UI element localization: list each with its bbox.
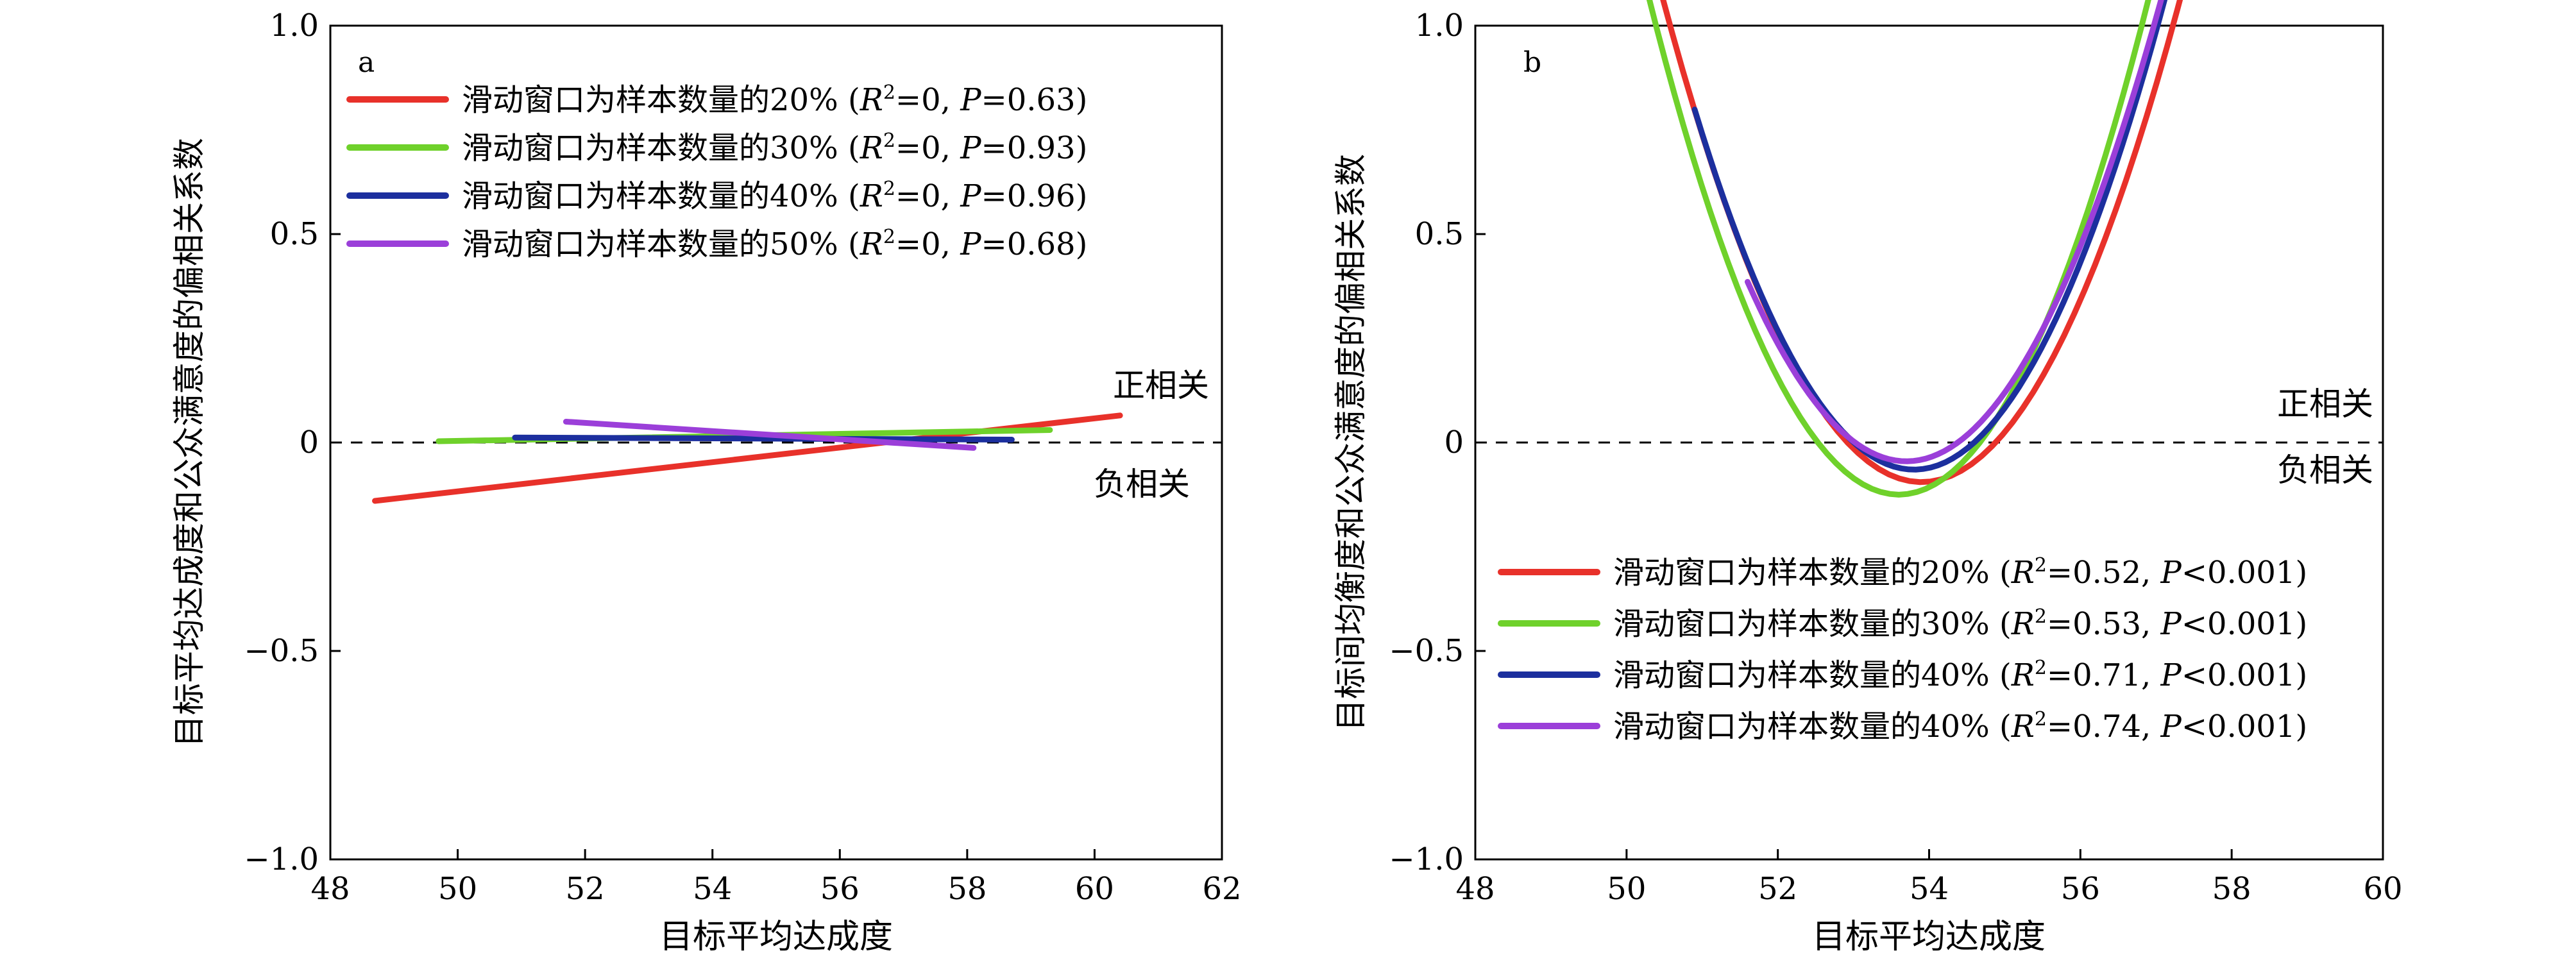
y-tick-label: −0.5 [1389, 633, 1464, 669]
legend-label: 滑动窗口为样本数量的30% (R2=0.53, P<0.001) [1613, 605, 2307, 642]
x-tick-label: 58 [947, 871, 987, 907]
y-axis-label: 目标间均衡度和公众满意度的偏相关系数 [1332, 154, 1369, 731]
x-tick-label: 52 [1758, 871, 1797, 907]
x-tick-label: 54 [1910, 871, 1949, 907]
y-tick-label: −1.0 [1389, 841, 1464, 877]
legend-item: 滑动窗口为样本数量的20% (R2=0, P=0.63) [346, 81, 1087, 118]
y-tick-label: 1.0 [1415, 8, 1464, 44]
legend-label: 滑动窗口为样本数量的40% (R2=0.74, P<0.001) [1613, 708, 2307, 745]
panel-label: b [1523, 46, 1541, 79]
annotation-negative: 负相关 [2277, 451, 2373, 489]
series-line-3 [1691, 0, 2168, 473]
legend-label: 滑动窗口为样本数量的20% (R2=0, P=0.63) [462, 81, 1087, 118]
x-tick-label: 56 [820, 871, 860, 907]
legend-item: 滑动窗口为样本数量的40% (R2=0, P=0.96) [346, 178, 1087, 214]
legend-label: 滑动窗口为样本数量的40% (R2=0.71, P<0.001) [1613, 657, 2307, 693]
y-tick-label: 0.5 [1415, 216, 1464, 252]
x-tick-label: 58 [2212, 871, 2251, 907]
x-tick-label: 62 [1202, 871, 1241, 907]
y-tick-label: 0.5 [270, 216, 319, 252]
legend-item: 滑动窗口为样本数量的50% (R2=0, P=0.68) [346, 226, 1087, 262]
legend-label: 滑动窗口为样本数量的50% (R2=0, P=0.68) [462, 226, 1087, 262]
x-tick-label: 52 [566, 871, 605, 907]
series-line-4 [1745, 0, 2164, 464]
y-axis-label: 目标平均达成度和公众满意度的偏相关系数 [171, 138, 208, 747]
y-tick-label: −0.5 [244, 633, 319, 669]
legend: 滑动窗口为样本数量的20% (R2=0.52, P<0.001) 滑动窗口为样本数… [1498, 554, 2307, 745]
series-line-3 [512, 434, 1015, 443]
y-tick-label: 1.0 [270, 8, 319, 44]
x-tick-label: 48 [310, 871, 350, 907]
x-tick-label: 54 [693, 871, 732, 907]
y-tick-label: −1.0 [244, 841, 319, 877]
annotation-positive: 正相关 [1113, 367, 1209, 404]
x-tick-label: 60 [1075, 871, 1114, 907]
series-layer [372, 412, 1123, 504]
panel-label: a [358, 46, 375, 79]
annotation-positive: 正相关 [2277, 385, 2373, 423]
x-axis-ticks: 48 50 52 54 56 58 60 62 [310, 849, 1242, 907]
x-axis-label: 目标平均达成度 [659, 918, 893, 956]
legend-item: 滑动窗口为样本数量的20% (R2=0.52, P<0.001) [1498, 554, 2307, 591]
chart-panel-a: 48 50 52 54 56 58 60 62 −1.0 −0.5 0 0.5 1.0 a 滑动窗口为… [171, 8, 1242, 956]
series-layer [1646, 0, 2183, 498]
x-tick-label: 50 [438, 871, 477, 907]
series-line-2 [1646, 0, 2151, 498]
x-tick-label: 60 [2363, 871, 2402, 907]
x-axis-ticks: 48 50 52 54 56 58 60 [1455, 849, 2403, 907]
chart-panel-b: 48 50 52 54 56 58 60 −1.0 −0.5 0 0.5 1.0 b 滑动窗口为样本… [1332, 0, 2403, 956]
x-axis-label: 目标平均达成度 [1812, 918, 2046, 956]
legend: 滑动窗口为样本数量的20% (R2=0, P=0.63) 滑动窗口为样本数量的30… [346, 81, 1087, 262]
legend-item: 滑动窗口为样本数量的30% (R2=0, P=0.93) [346, 130, 1087, 166]
y-tick-label: 0 [299, 425, 319, 460]
x-tick-label: 50 [1607, 871, 1646, 907]
legend-label: 滑动窗口为样本数量的20% (R2=0.52, P<0.001) [1613, 554, 2307, 591]
y-axis-ticks: −1.0 −0.5 0 0.5 1.0 [244, 8, 341, 877]
series-line-1 [1660, 0, 2183, 485]
legend-item: 滑动窗口为样本数量的40% (R2=0.71, P<0.001) [1498, 657, 2307, 693]
legend-label: 滑动窗口为样本数量的40% (R2=0, P=0.96) [462, 178, 1087, 214]
x-tick-label: 48 [1455, 871, 1495, 907]
y-tick-label: 0 [1444, 425, 1464, 460]
legend-item: 滑动窗口为样本数量的30% (R2=0.53, P<0.001) [1498, 605, 2307, 642]
legend-item: 滑动窗口为样本数量的40% (R2=0.74, P<0.001) [1498, 708, 2307, 745]
legend-label: 滑动窗口为样本数量的30% (R2=0, P=0.93) [462, 130, 1087, 166]
series-line-4 [563, 419, 977, 451]
y-axis-ticks: −1.0 −0.5 0 0.5 1.0 [1389, 8, 1486, 877]
annotation-negative: 负相关 [1094, 466, 1190, 503]
x-tick-label: 56 [2061, 871, 2100, 907]
